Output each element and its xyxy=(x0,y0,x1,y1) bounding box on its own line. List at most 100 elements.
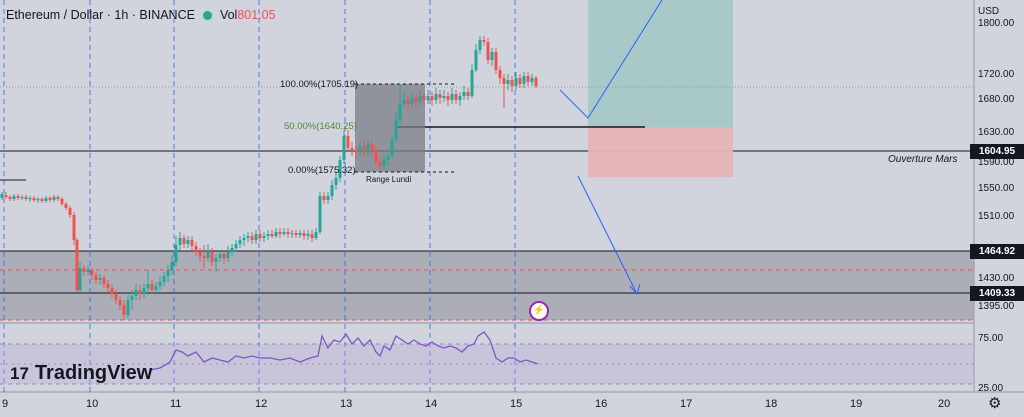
symbol-legend[interactable]: Ethereum / Dollar · 1h · BINANCE Vol 801.… xyxy=(6,8,276,22)
candle-body xyxy=(202,256,206,258)
time-tick: 20 xyxy=(938,398,951,410)
time-tick: 18 xyxy=(765,398,778,410)
candle-body xyxy=(294,233,298,235)
event-bolt-icon[interactable]: ⚡ xyxy=(529,301,549,321)
bearish-path-arrow xyxy=(577,175,638,295)
candle-body xyxy=(394,120,398,140)
candle-body xyxy=(106,284,110,288)
time-tick: 12 xyxy=(255,398,268,410)
currency-label[interactable]: USD xyxy=(978,6,1000,17)
candle-body xyxy=(390,140,394,156)
candle-body xyxy=(68,208,72,215)
candle-body xyxy=(406,100,410,104)
candle-body xyxy=(48,198,52,200)
candle-body xyxy=(234,244,238,248)
candle-body xyxy=(64,204,68,208)
candle-body xyxy=(12,196,16,199)
candle-body xyxy=(414,98,418,102)
price-tick: 1430.00 xyxy=(978,273,1015,284)
candle-body xyxy=(254,234,258,240)
monday-range-box xyxy=(355,84,425,172)
candle-body xyxy=(250,236,254,240)
candle-body xyxy=(422,96,426,100)
candle-body xyxy=(56,197,60,199)
candle-body xyxy=(426,96,430,100)
candle-body xyxy=(214,258,218,262)
candle-body xyxy=(478,40,482,50)
rsi-tick: 75.00 xyxy=(978,333,1004,344)
time-tick: 11 xyxy=(170,398,182,410)
candle-body xyxy=(126,300,130,315)
candle-body xyxy=(262,236,266,238)
candle-body xyxy=(226,252,230,258)
volume-value: 801.05 xyxy=(237,8,276,22)
candle-body xyxy=(410,98,414,104)
candle-body xyxy=(20,197,24,199)
candle-body xyxy=(366,144,370,150)
price-tick: 1800.00 xyxy=(978,18,1015,29)
candle-body xyxy=(490,52,494,60)
candle-body xyxy=(186,240,190,244)
candle-body xyxy=(418,96,422,102)
candle-body xyxy=(534,78,538,86)
price-tick: 1720.00 xyxy=(978,69,1015,80)
candle-body xyxy=(326,196,330,200)
candle-body xyxy=(174,245,178,262)
candle-body xyxy=(438,94,442,98)
candle-body xyxy=(150,284,154,290)
candle-body xyxy=(72,215,76,240)
candle-body xyxy=(458,96,462,100)
candle-body xyxy=(502,78,506,84)
candle-body xyxy=(138,290,142,294)
candle-body xyxy=(286,232,290,234)
candle-body xyxy=(334,178,338,185)
settings-gear-icon[interactable]: ⚙ xyxy=(988,395,1002,412)
candle-body xyxy=(382,160,386,166)
volume-label: Vol xyxy=(219,8,238,22)
candle-body xyxy=(110,288,114,294)
candle-body xyxy=(454,94,458,100)
candle-body xyxy=(338,160,342,178)
candle-body xyxy=(194,246,198,252)
candle-body xyxy=(210,252,214,262)
candle-body xyxy=(510,80,514,86)
candle-body xyxy=(134,290,138,296)
candle-body xyxy=(146,284,150,288)
candle-body xyxy=(370,144,374,150)
candle-body xyxy=(374,150,378,162)
candle-body xyxy=(350,148,354,150)
candle-body xyxy=(75,240,79,290)
candle-body xyxy=(306,234,310,236)
candle-body xyxy=(318,196,322,232)
candle-body xyxy=(486,42,490,60)
candle-body xyxy=(162,276,166,282)
candle-body xyxy=(310,234,314,238)
time-tick: 16 xyxy=(595,398,608,410)
candle-body xyxy=(78,268,82,290)
candle-body xyxy=(470,70,474,96)
candle-body xyxy=(24,197,28,199)
bearish-arrowhead xyxy=(629,283,641,296)
candle-body xyxy=(498,70,502,78)
rsi-tick: 25.00 xyxy=(978,383,1004,394)
candle-body xyxy=(52,197,56,200)
candle-body xyxy=(358,146,362,152)
candle-body xyxy=(522,76,526,84)
target-zone xyxy=(588,0,733,127)
fib-level-100: 100.00%(1705.19) xyxy=(280,79,359,90)
time-tick: 9 xyxy=(2,398,9,410)
tradingview-logo[interactable]: 17 TradingView xyxy=(10,362,152,385)
rsi-line xyxy=(149,331,539,371)
candle-body xyxy=(158,282,162,286)
candle-body xyxy=(526,76,530,82)
candle-body xyxy=(114,294,118,300)
candle-body xyxy=(94,275,98,280)
candle-body xyxy=(482,40,486,42)
candle-body xyxy=(282,232,286,234)
candle-body xyxy=(322,196,326,200)
candle-body xyxy=(222,254,226,258)
fib-level-50: 50.00%(1640.25) xyxy=(284,121,357,132)
time-tick: 10 xyxy=(86,398,99,410)
time-tick: 13 xyxy=(340,398,353,410)
